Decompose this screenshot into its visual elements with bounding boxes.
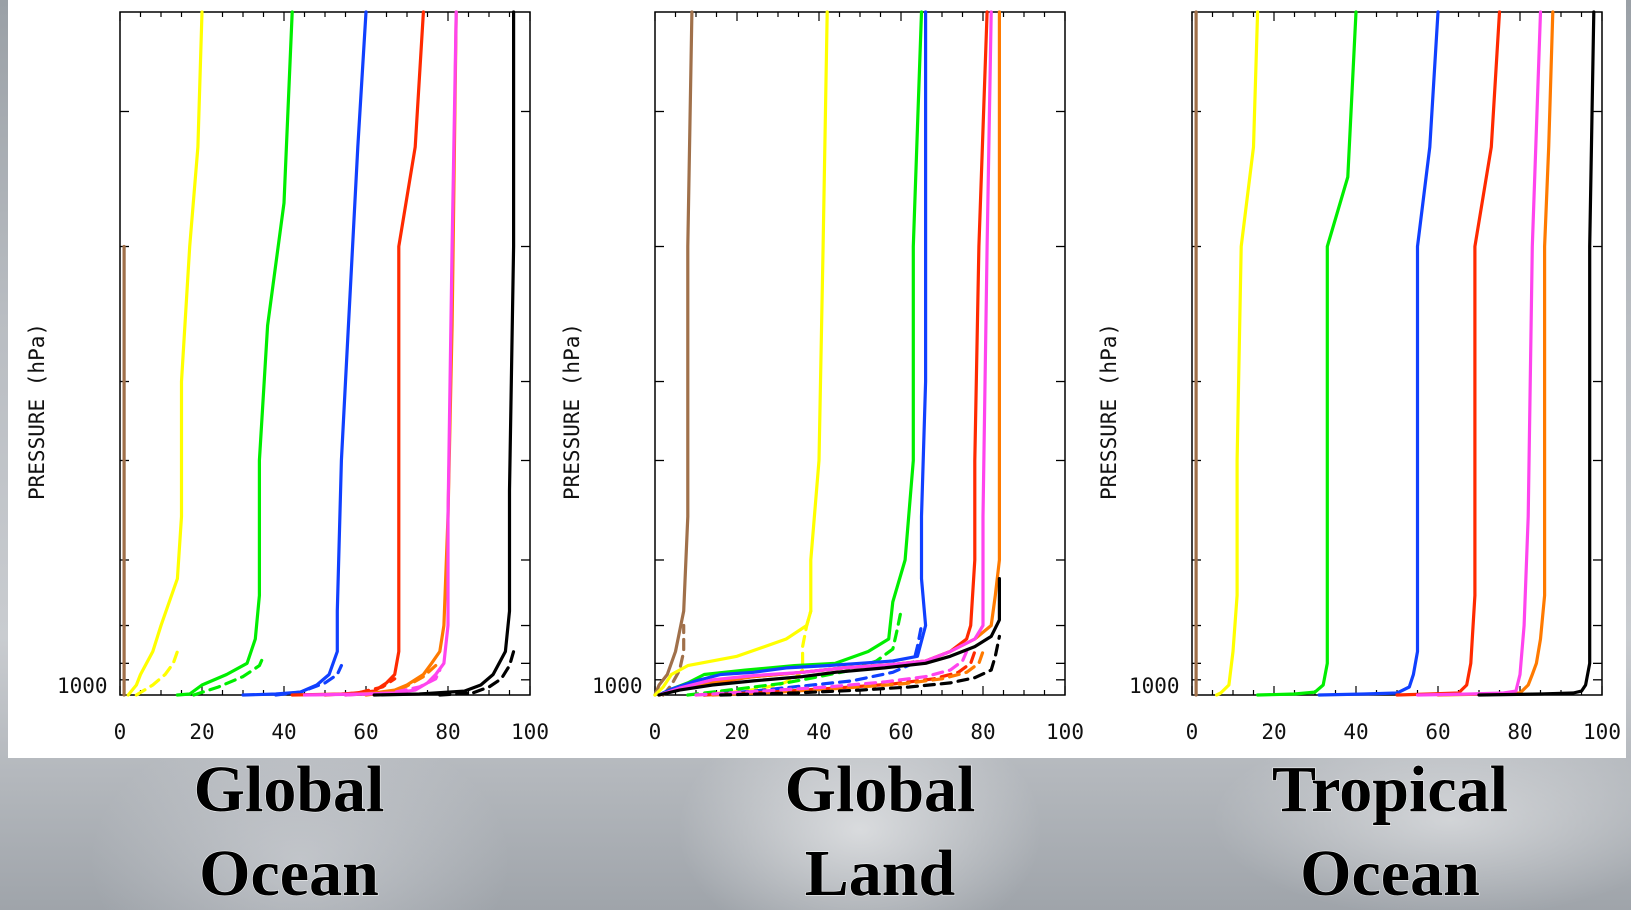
x-tick-label: 40 [1343, 720, 1368, 744]
series-group [653, 10, 1001, 697]
series-line [657, 10, 928, 697]
y-axis-label: PRESSURE (hPa) [1097, 323, 1121, 500]
x-tick-label: 80 [1507, 720, 1532, 744]
series-group [1194, 10, 1596, 697]
x-tick-label: 20 [189, 720, 214, 744]
x-tick-label: 0 [1186, 720, 1199, 744]
chart-panel-global-land: PRESSURE (hPa) 1000 0 20 40 60 80 100 Global … [548, 0, 1088, 910]
panel-title-line2: Ocean [199, 837, 379, 910]
x-tick-label: 80 [435, 720, 460, 744]
x-tick-label: 60 [353, 720, 378, 744]
series-line [686, 609, 903, 697]
x-tick-label: 20 [724, 720, 749, 744]
series-line [657, 10, 993, 697]
y-tick-label: 1000 [57, 674, 108, 698]
y-axis-label: PRESSURE (hPa) [560, 323, 584, 500]
y-axis-label: PRESSURE (hPa) [25, 323, 49, 500]
series-line [719, 634, 1001, 697]
x-tick-label: 100 [511, 720, 549, 744]
x-tick-labels: 0 20 40 60 80 100 [649, 720, 1084, 744]
x-tick-label: 40 [806, 720, 831, 744]
series-line [694, 609, 813, 697]
x-tick-label: 40 [271, 720, 296, 744]
panel-title-line1: Global [785, 753, 976, 826]
series-line [694, 649, 969, 697]
series-line [702, 623, 924, 697]
series-line [1256, 10, 1358, 697]
series-line [661, 623, 686, 697]
chart-panel-global-ocean: PRESSURE (hPa) 1000 0 20 40 60 80 100 Global … [8, 0, 549, 910]
series-line [372, 10, 516, 697]
panel-title-line1: Global [194, 753, 385, 826]
x-tick-label: 0 [114, 720, 127, 744]
series-line [1477, 10, 1596, 697]
panel-title-line1: Tropical [1272, 753, 1508, 826]
x-tick-label: 100 [1583, 720, 1621, 744]
series-line [438, 649, 516, 697]
y-tick-label: 1000 [592, 674, 643, 698]
series-group [122, 10, 516, 697]
series-line [134, 649, 179, 697]
series-line [1317, 10, 1440, 697]
x-tick-label: 60 [888, 720, 913, 744]
x-tick-label: 60 [1425, 720, 1450, 744]
series-line [653, 10, 694, 697]
x-tick-labels: 0 20 40 60 80 100 [114, 720, 549, 744]
axis-ticks [119, 12, 531, 695]
series-line [657, 577, 1001, 697]
x-tick-label: 0 [649, 720, 662, 744]
panel-background [548, 0, 1088, 758]
panel-title-line2: Land [805, 837, 955, 910]
panel-background [8, 0, 548, 758]
x-tick-label: 80 [970, 720, 995, 744]
series-line [126, 10, 204, 697]
series-line [1215, 10, 1260, 697]
series-line [274, 664, 343, 697]
x-tick-labels: 0 20 40 60 80 100 [1186, 720, 1621, 744]
series-line [653, 10, 829, 697]
series-line [175, 10, 294, 697]
y-tick-label: 1000 [1129, 674, 1180, 698]
x-tick-label: 20 [1261, 720, 1286, 744]
x-tick-label: 100 [1046, 720, 1084, 744]
chart-panel-tropical-ocean: PRESSURE (hPa) 1000 0 20 40 60 80 100 Tropica… [1088, 0, 1626, 910]
series-line [710, 649, 985, 697]
series-line [192, 654, 266, 697]
panel-title-line2: Ocean [1300, 837, 1480, 910]
series-line [343, 668, 442, 697]
